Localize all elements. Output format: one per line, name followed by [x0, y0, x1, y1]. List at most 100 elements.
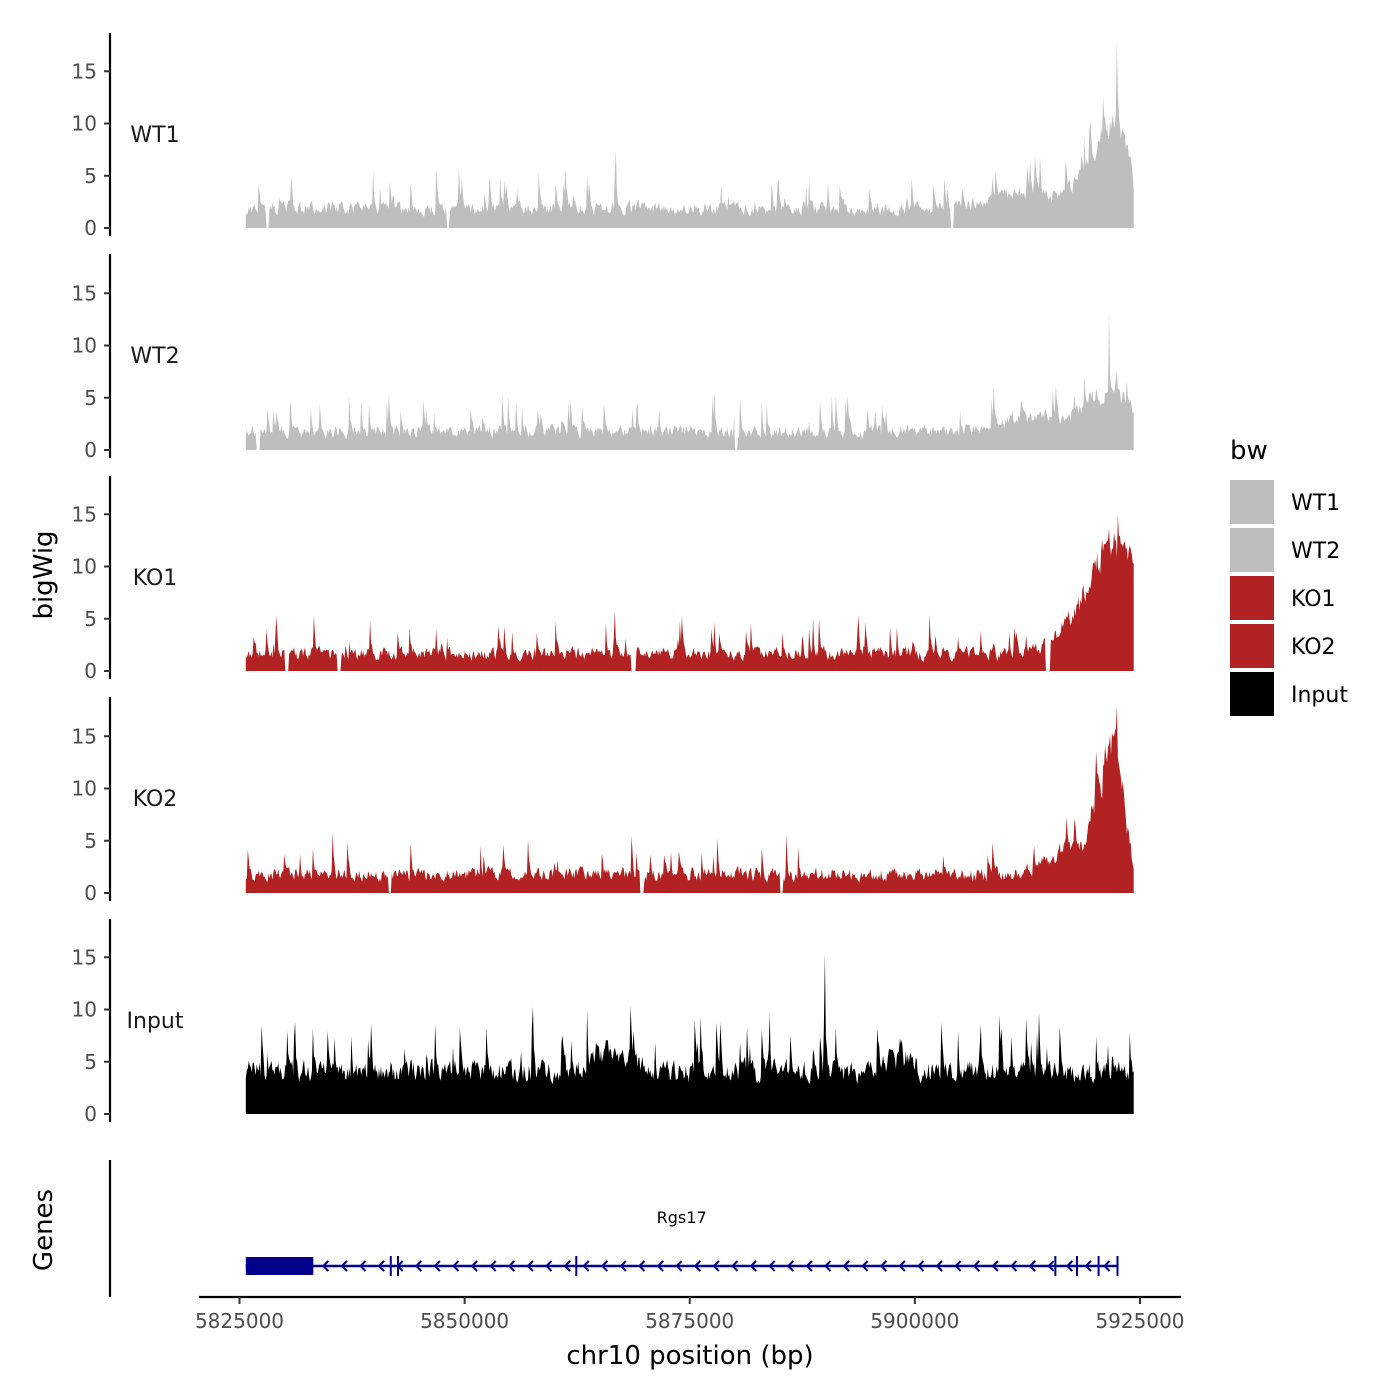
y-tick-label: 10 — [72, 998, 97, 1022]
genes-axis-title: Genes — [29, 1189, 59, 1271]
strand-arrow — [786, 1260, 795, 1272]
gene-panel: Rgs17 — [108, 1160, 1119, 1297]
track-input: 0 5 10 15 Input — [72, 919, 1134, 1126]
legend-swatch-wt1 — [1230, 480, 1274, 524]
track-label: WT1 — [130, 123, 179, 148]
strand-arrow — [507, 1260, 516, 1272]
strand-arrow — [842, 1260, 850, 1272]
gene-exon-block — [245, 1257, 314, 1275]
strand-arrow — [954, 1260, 962, 1272]
strand-arrow — [1065, 1260, 1074, 1272]
y-axis-title: bigWig — [29, 530, 59, 619]
strand-arrow — [377, 1260, 385, 1272]
y-tick-label: 5 — [84, 607, 97, 631]
strand-arrow — [452, 1260, 460, 1272]
coverage-area-wt1 — [245, 42, 1134, 228]
y-tick-label: 15 — [72, 281, 97, 305]
coverage-area-ko1 — [245, 514, 1134, 671]
strand-arrow — [1047, 1260, 1055, 1272]
bigwig-tracks: 0 5 10 15 WT1 0 5 10 15 WT2 0 5 10 15 KO1 0 5 10 15 KO2 0 5 10… — [72, 33, 1134, 1126]
gene-name-label: Rgs17 — [657, 1208, 707, 1227]
track-ko1: 0 5 10 15 KO1 — [72, 476, 1134, 683]
x-tick-label: 5825000 — [195, 1309, 284, 1333]
track-label: KO1 — [133, 566, 178, 591]
strand-arrow — [991, 1260, 999, 1272]
strand-arrow — [600, 1260, 609, 1272]
strand-arrow — [619, 1260, 627, 1272]
strand-arrow — [1103, 1260, 1111, 1272]
track-ko2: 0 5 10 15 KO2 — [72, 697, 1134, 905]
strand-arrow — [414, 1260, 423, 1272]
strand-arrow — [675, 1260, 683, 1272]
y-tick-label: 10 — [72, 334, 97, 358]
strand-arrow — [1084, 1260, 1092, 1272]
strand-arrow — [768, 1260, 776, 1272]
legend-label: WT2 — [1291, 539, 1340, 564]
track-label: KO2 — [133, 787, 178, 812]
strand-arrow — [582, 1260, 590, 1272]
strand-arrow — [1010, 1260, 1018, 1272]
y-tick-label: 5 — [84, 164, 97, 188]
strand-arrow — [563, 1260, 571, 1272]
legend-label: KO2 — [1291, 635, 1336, 660]
strand-arrow — [935, 1260, 943, 1272]
legend-label: KO1 — [1291, 587, 1336, 612]
y-tick-label: 5 — [84, 829, 97, 853]
coverage-area-input — [245, 954, 1134, 1114]
strand-arrow — [470, 1260, 478, 1272]
y-tick-label: 0 — [84, 438, 97, 462]
x-tick-label: 5875000 — [645, 1309, 734, 1333]
strand-arrow — [340, 1260, 348, 1272]
strand-arrow — [526, 1260, 534, 1272]
strand-arrow — [917, 1260, 925, 1272]
legend-label: Input — [1291, 683, 1348, 708]
strand-arrow — [638, 1260, 646, 1272]
y-tick-label: 0 — [84, 659, 97, 683]
y-tick-label: 10 — [72, 112, 97, 136]
strand-arrow — [545, 1260, 553, 1272]
y-tick-label: 5 — [84, 386, 97, 410]
strand-arrow — [489, 1260, 497, 1272]
strand-arrow — [731, 1260, 739, 1272]
x-axis: 5825000 5850000 5875000 5900000 5925000 — [195, 1295, 1185, 1333]
legend-swatch-input — [1230, 672, 1274, 716]
strand-arrow — [879, 1260, 888, 1272]
strand-arrow — [749, 1260, 757, 1272]
y-tick-label: 0 — [84, 216, 97, 240]
y-tick-label: 15 — [72, 945, 97, 969]
strand-arrow — [972, 1260, 981, 1272]
track-label: WT2 — [130, 344, 179, 369]
y-tick-label: 10 — [72, 777, 97, 801]
y-tick-label: 10 — [72, 555, 97, 579]
gene-model: Rgs17 — [245, 1208, 1119, 1276]
strand-arrow — [359, 1260, 367, 1272]
strand-arrow — [656, 1260, 664, 1272]
legend-swatch-ko2 — [1230, 624, 1274, 668]
strand-arrow — [805, 1260, 813, 1272]
strand-arrow — [1028, 1260, 1036, 1272]
x-axis-title: chr10 position (bp) — [566, 1341, 813, 1371]
y-tick-label: 5 — [84, 1050, 97, 1074]
track-label: Input — [127, 1009, 184, 1034]
track-wt1: 0 5 10 15 WT1 — [72, 33, 1134, 240]
strand-arrow — [321, 1260, 330, 1272]
y-tick-label: 15 — [72, 59, 97, 83]
strand-arrow — [693, 1260, 702, 1272]
track-wt2: 0 5 10 15 WT2 — [72, 254, 1134, 462]
x-tick-label: 5850000 — [420, 1309, 509, 1333]
y-tick-label: 0 — [84, 881, 97, 905]
strand-arrow — [861, 1260, 869, 1272]
strand-arrow — [433, 1260, 441, 1272]
strand-arrow — [824, 1260, 832, 1272]
strand-arrow — [712, 1260, 720, 1272]
legend-label: WT1 — [1291, 491, 1340, 516]
strand-arrow — [898, 1260, 906, 1272]
legend-swatch-ko1 — [1230, 576, 1274, 620]
x-tick-label: 5925000 — [1095, 1309, 1184, 1333]
y-tick-label: 15 — [72, 502, 97, 526]
coverage-area-wt2 — [245, 312, 1134, 450]
legend-swatch-wt2 — [1230, 528, 1274, 572]
y-tick-label: 0 — [84, 1102, 97, 1126]
y-tick-label: 15 — [72, 724, 97, 748]
